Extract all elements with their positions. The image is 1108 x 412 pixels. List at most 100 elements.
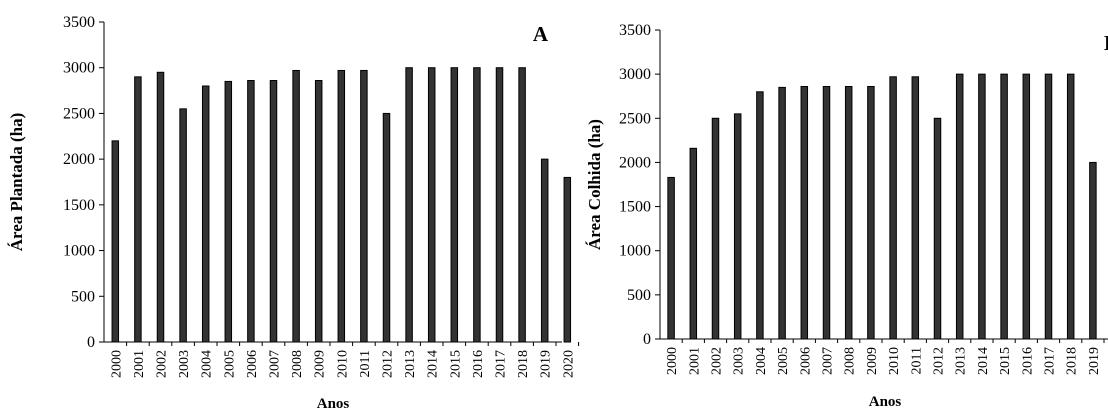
panel-label: A (533, 22, 549, 46)
x-tick-label: 2012 (932, 347, 947, 375)
x-axis-title: Anos (317, 396, 350, 412)
x-tick-label: 2006 (798, 347, 813, 375)
bar-2001 (689, 147, 698, 340)
bar-2016 (1022, 73, 1031, 340)
y-tick-label: 1500 (619, 199, 651, 216)
x-tick-label: 2001 (687, 347, 702, 375)
y-axis-title: Área Plantada (ha) (7, 113, 26, 252)
bar-2002 (156, 71, 165, 343)
x-tick-label: 2013 (954, 347, 969, 375)
bar-2011 (360, 69, 368, 343)
x-tick-label: 2018 (516, 350, 531, 378)
x-tick-label: 2010 (887, 347, 902, 375)
bar-2018 (518, 67, 526, 343)
x-tick-label: 2009 (313, 350, 328, 378)
x-tick-label: 2015 (448, 350, 463, 378)
y-axis-title: Área Colhida (ha) (585, 119, 604, 250)
x-tick-label: 2017 (1043, 347, 1058, 375)
bar-2019 (540, 158, 549, 343)
bar-2017 (1044, 73, 1053, 340)
bar-2000 (111, 140, 120, 343)
bar-2009 (314, 80, 323, 343)
bar-2013 (955, 73, 964, 340)
bar-2015 (450, 67, 459, 343)
x-tick-label: 2013 (403, 350, 418, 378)
x-axis-title: Anos (869, 394, 902, 410)
bar-2009 (867, 86, 875, 340)
panel-label: B (1104, 31, 1108, 55)
bar-2003 (733, 113, 742, 340)
bar-2004 (756, 91, 764, 340)
x-tick-label: 2008 (290, 350, 305, 378)
y-tick-label: 2500 (619, 110, 651, 127)
x-tick-label: 2020 (561, 350, 576, 378)
bar-2014 (978, 73, 986, 340)
x-tick-label: 2005 (222, 350, 237, 378)
x-tick-label: 2017 (494, 350, 509, 378)
x-tick-label: 2007 (821, 347, 836, 375)
bar-2001 (134, 76, 142, 343)
bar-2004 (201, 85, 210, 343)
x-tick-label: 2003 (177, 350, 192, 378)
bar-2007 (822, 86, 831, 340)
bar-2016 (473, 67, 481, 343)
bar-2020 (563, 176, 572, 343)
bar-2008 (844, 86, 853, 340)
bar-2015 (1000, 73, 1008, 340)
x-tick-label: 2006 (245, 350, 260, 378)
x-tick-label: 2008 (843, 347, 858, 375)
y-tick-label: 2000 (619, 154, 651, 171)
x-tick-label: 2003 (732, 347, 747, 375)
y-tick-label: 3000 (63, 60, 95, 77)
y-tick-label: 3000 (619, 66, 651, 83)
bar-2013 (405, 67, 413, 343)
x-tick-label: 2016 (1020, 347, 1035, 375)
y-tick-label: 2500 (63, 105, 95, 122)
bar-2010 (889, 76, 897, 340)
bar-2011 (911, 76, 920, 340)
x-tick-label: 2000 (665, 347, 680, 375)
bar-2012 (933, 117, 942, 340)
x-tick-label: 2015 (998, 347, 1013, 375)
bar-2019 (1089, 161, 1097, 340)
x-tick-label: 2011 (358, 350, 373, 377)
x-tick-label: 2019 (1087, 347, 1102, 375)
y-tick-label: 3500 (63, 14, 95, 31)
x-tick-label: 2004 (754, 347, 769, 375)
y-tick-label: 1000 (619, 243, 651, 260)
x-tick-label: 2002 (710, 347, 725, 375)
bar-2006 (247, 80, 255, 343)
bar-2000 (667, 176, 675, 340)
bar-2005 (224, 80, 233, 343)
y-tick-label: 1500 (63, 197, 95, 214)
bar-2010 (337, 69, 346, 343)
bar-2006 (800, 86, 809, 340)
y-tick-label: 0 (87, 334, 95, 351)
x-tick-label: 2009 (865, 347, 880, 375)
x-tick-label: 2016 (471, 350, 486, 378)
bar-2003 (179, 108, 187, 343)
x-tick-label: 2002 (155, 350, 170, 378)
y-tick-label: 0 (643, 331, 651, 348)
bar-2014 (427, 67, 436, 343)
x-tick-label: 2005 (776, 347, 791, 375)
x-tick-label: 2012 (381, 350, 396, 378)
y-tick-label: 1000 (63, 243, 95, 260)
x-tick-label: 2014 (426, 350, 441, 378)
x-tick-label: 2011 (909, 347, 924, 374)
x-tick-label: 2019 (539, 350, 554, 378)
x-tick-label: 2010 (335, 350, 350, 378)
y-tick-label: 2000 (63, 151, 95, 168)
x-tick-label: 2001 (132, 350, 147, 378)
bar-2007 (269, 80, 278, 343)
bar-2017 (495, 67, 504, 343)
bar-2012 (382, 112, 391, 343)
x-tick-label: 2000 (109, 350, 124, 378)
y-tick-label: 500 (627, 287, 651, 304)
x-tick-label: 2004 (200, 350, 215, 378)
x-tick-label: 2018 (1065, 347, 1080, 375)
x-tick-label: 2014 (976, 347, 991, 375)
x-tick-label: 2007 (268, 350, 283, 378)
bar-2018 (1066, 73, 1075, 340)
